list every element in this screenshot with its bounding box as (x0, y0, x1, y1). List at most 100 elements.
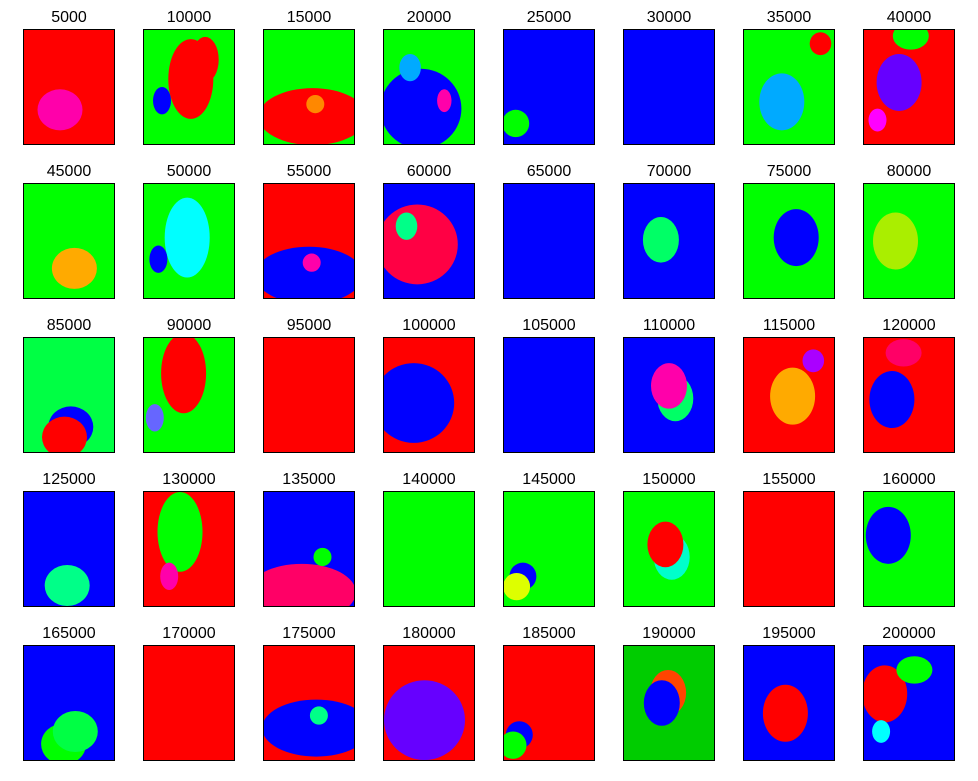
segment-region (762, 684, 808, 742)
segmentation-image (743, 337, 835, 453)
segment-region (865, 506, 911, 564)
segmentation-image (503, 29, 595, 145)
segmentation-map (864, 646, 954, 760)
segment-region (770, 367, 816, 425)
segmentation-map (264, 338, 354, 452)
segment-region (52, 710, 98, 753)
panel-title: 15000 (286, 9, 332, 26)
segment-region (647, 521, 684, 568)
segmentation-map (744, 492, 834, 606)
panel-title: 30000 (646, 9, 692, 26)
segment-region (302, 253, 321, 272)
segmentation-map (504, 646, 594, 760)
segment-region (395, 212, 418, 240)
segment-region (896, 656, 933, 684)
panel-title: 95000 (286, 317, 332, 334)
segmentation-image (23, 645, 115, 761)
panel-title: 140000 (402, 471, 456, 488)
segment-region (157, 492, 203, 572)
panel-title: 200000 (882, 625, 936, 642)
panel-title: 50000 (166, 163, 212, 180)
segment-region (869, 371, 915, 429)
panel-title: 195000 (762, 625, 816, 642)
segmentation-image (143, 183, 235, 299)
segmentation-map (264, 30, 354, 144)
segmentation-image (143, 29, 235, 145)
segmentation-map (624, 646, 714, 760)
segmentation-map (744, 338, 834, 452)
panel-title: 130000 (162, 471, 216, 488)
segmentation-image (263, 337, 355, 453)
segmentation-map (264, 646, 354, 760)
panel-title: 85000 (46, 317, 92, 334)
segmentation-map (384, 184, 474, 298)
segment-region (264, 563, 354, 606)
segmentation-map (384, 492, 474, 606)
segmentation-map (24, 492, 114, 606)
segmentation-image (503, 645, 595, 761)
segment-region (42, 416, 87, 452)
segmentation-image (143, 645, 235, 761)
segment-region (892, 30, 929, 50)
segment-region (384, 363, 455, 443)
background-region (144, 646, 234, 760)
panel-title: 185000 (522, 625, 576, 642)
panel-title: 165000 (42, 625, 96, 642)
segmentation-image (23, 29, 115, 145)
panel-title: 75000 (766, 163, 812, 180)
segmentation-map (504, 184, 594, 298)
segmentation-image (623, 29, 715, 145)
panel-title: 155000 (762, 471, 816, 488)
segment-region (44, 564, 90, 606)
panel-title: 60000 (406, 163, 452, 180)
segmentation-image (503, 491, 595, 607)
segmentation-map (864, 338, 954, 452)
segment-region (643, 680, 680, 726)
panel-title: 105000 (522, 317, 576, 334)
panel-title: 25000 (526, 9, 572, 26)
segmentation-map (504, 492, 594, 606)
segment-region (864, 665, 908, 723)
background-region (744, 492, 834, 606)
segmentation-image (503, 337, 595, 453)
segmentation-image (623, 183, 715, 299)
segment-region (384, 680, 465, 760)
panel-title: 40000 (886, 9, 932, 26)
background-region (384, 492, 474, 606)
segmentation-map (864, 492, 954, 606)
panel-title: 125000 (42, 471, 96, 488)
segment-region (642, 217, 679, 263)
segment-region (399, 53, 421, 82)
segmentation-image (503, 183, 595, 299)
segment-region (51, 247, 97, 289)
segmentation-image (623, 645, 715, 761)
segmentation-image (383, 645, 475, 761)
segment-region (161, 338, 207, 414)
panel-title: 55000 (286, 163, 332, 180)
segmentation-map (864, 184, 954, 298)
segmentation-map (144, 646, 234, 760)
panel-title: 90000 (166, 317, 212, 334)
segment-region (872, 720, 891, 743)
segment-region (651, 363, 687, 409)
panel-title: 135000 (282, 471, 336, 488)
segment-region (264, 699, 354, 757)
segmentation-map (624, 492, 714, 606)
segmentation-map (864, 30, 954, 144)
segmentation-image (383, 491, 475, 607)
segmentation-map (24, 30, 114, 144)
segment-region (384, 68, 462, 144)
segment-region (504, 731, 527, 759)
panel-title: 175000 (282, 625, 336, 642)
segmentation-map (264, 184, 354, 298)
segmentation-map (144, 492, 234, 606)
segment-region (868, 108, 887, 132)
panel-title: 120000 (882, 317, 936, 334)
panel-title: 110000 (642, 317, 696, 334)
segmentation-map (144, 338, 234, 452)
panel-title: 100000 (402, 317, 456, 334)
segmentation-image (383, 337, 475, 453)
segmentation-map (24, 338, 114, 452)
background-region (264, 338, 354, 452)
